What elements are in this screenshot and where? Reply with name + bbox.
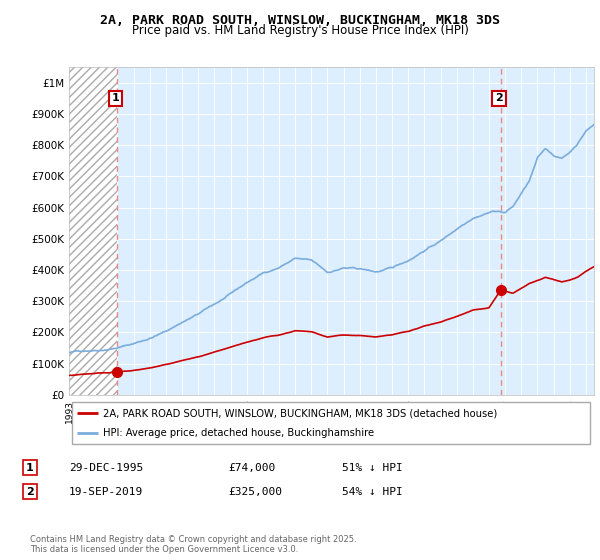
Text: 51% ↓ HPI: 51% ↓ HPI: [342, 463, 403, 473]
Text: 29-DEC-1995: 29-DEC-1995: [69, 463, 143, 473]
Text: Contains HM Land Registry data © Crown copyright and database right 2025.
This d: Contains HM Land Registry data © Crown c…: [30, 535, 356, 554]
Bar: [69, 67, 118, 395]
Text: 2A, PARK ROAD SOUTH, WINSLOW, BUCKINGHAM, MK18 3DS: 2A, PARK ROAD SOUTH, WINSLOW, BUCKINGHAM…: [100, 14, 500, 27]
FancyBboxPatch shape: [71, 403, 590, 444]
Text: 54% ↓ HPI: 54% ↓ HPI: [342, 487, 403, 497]
Text: 1: 1: [26, 463, 34, 473]
Text: 19-SEP-2019: 19-SEP-2019: [69, 487, 143, 497]
Text: Price paid vs. HM Land Registry's House Price Index (HPI): Price paid vs. HM Land Registry's House …: [131, 24, 469, 37]
Text: £74,000: £74,000: [228, 463, 275, 473]
Text: 2: 2: [495, 94, 503, 104]
Text: 2: 2: [26, 487, 34, 497]
Text: £325,000: £325,000: [228, 487, 282, 497]
Text: HPI: Average price, detached house, Buckinghamshire: HPI: Average price, detached house, Buck…: [103, 428, 374, 438]
Text: 1: 1: [112, 94, 119, 104]
Text: 2A, PARK ROAD SOUTH, WINSLOW, BUCKINGHAM, MK18 3DS (detached house): 2A, PARK ROAD SOUTH, WINSLOW, BUCKINGHAM…: [103, 408, 497, 418]
